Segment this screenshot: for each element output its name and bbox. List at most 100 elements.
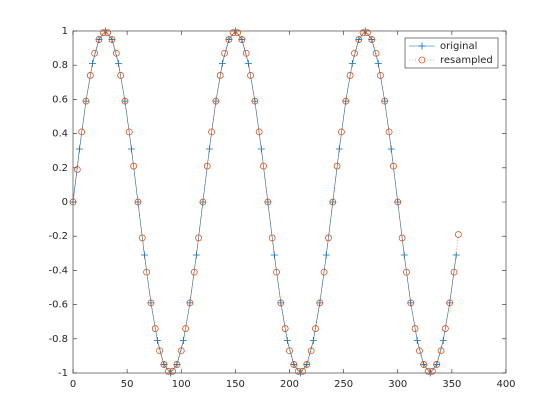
data-point <box>151 325 159 332</box>
x-tick-label: 400 <box>496 379 515 390</box>
data-point <box>221 49 228 57</box>
data-point <box>134 198 142 206</box>
data-point <box>312 325 319 332</box>
data-point <box>398 234 406 242</box>
data-point <box>173 361 181 368</box>
x-tick-label: 0 <box>70 379 76 390</box>
data-point <box>437 347 445 355</box>
y-tick-label: -0.4 <box>48 265 68 276</box>
x-tick-label: 50 <box>121 379 134 390</box>
data-point <box>333 162 341 170</box>
data-point <box>307 347 315 355</box>
data-point <box>364 29 371 37</box>
x-tick-label: 300 <box>388 379 407 390</box>
data-point <box>403 268 410 276</box>
data-point <box>186 299 194 307</box>
data-point <box>381 97 389 105</box>
data-point <box>433 361 441 368</box>
data-point <box>385 128 393 136</box>
data-point <box>342 97 350 105</box>
data-point <box>82 97 90 105</box>
y-tick-label: 0.4 <box>52 129 68 140</box>
y-tick-label: 1 <box>62 26 68 37</box>
plot-area <box>72 30 507 374</box>
data-point <box>208 128 215 136</box>
data-point <box>177 347 185 355</box>
data-point <box>182 325 189 332</box>
data-point <box>99 29 107 37</box>
data-point <box>82 97 90 105</box>
legend-label: original <box>440 41 477 52</box>
data-point <box>268 234 276 242</box>
legend-marker <box>418 42 426 50</box>
data-point <box>368 36 376 44</box>
data-point <box>294 367 302 375</box>
data-point <box>428 367 436 375</box>
data-point <box>216 72 224 79</box>
data-point <box>320 268 328 276</box>
y-tick-label: -0.2 <box>48 231 68 242</box>
data-point <box>147 299 155 307</box>
data-point <box>342 97 350 105</box>
data-point <box>390 162 397 170</box>
data-point <box>411 325 419 332</box>
data-point <box>450 268 458 276</box>
data-point <box>229 29 237 37</box>
data-point <box>125 128 133 136</box>
data-point <box>156 347 164 355</box>
data-point <box>203 162 211 170</box>
x-tick-label: 150 <box>226 379 245 390</box>
data-point <box>446 299 454 307</box>
y-tick-label: -1 <box>58 368 68 379</box>
x-tick-label: 200 <box>280 379 299 390</box>
data-point <box>138 234 146 242</box>
x-tick-label: 350 <box>442 379 461 390</box>
data-point <box>173 360 181 368</box>
data-point <box>303 361 311 368</box>
data-point <box>234 29 241 37</box>
data-point <box>454 231 462 238</box>
data-point <box>260 162 267 170</box>
data-point <box>160 360 168 368</box>
data-point <box>190 268 198 276</box>
data-point <box>179 337 187 345</box>
data-point <box>441 325 449 332</box>
data-point <box>290 361 298 368</box>
data-point <box>242 49 250 57</box>
data-point <box>169 367 176 375</box>
data-point <box>420 361 428 368</box>
data-point <box>108 36 116 44</box>
data-point <box>303 360 311 368</box>
data-point <box>108 36 116 43</box>
y-tick-label: -0.8 <box>48 334 68 345</box>
y-tick-label: 0.8 <box>52 60 68 71</box>
data-point <box>134 198 142 206</box>
data-point <box>316 299 324 307</box>
data-point <box>121 97 129 105</box>
data-point <box>277 299 285 307</box>
data-point <box>95 36 103 43</box>
data-point <box>273 268 280 276</box>
data-point <box>147 299 155 307</box>
data-point <box>264 198 272 206</box>
y-tick-label: 0.6 <box>52 94 68 105</box>
data-point <box>415 347 423 355</box>
data-point <box>355 36 363 44</box>
data-point <box>130 162 138 170</box>
data-point <box>255 128 263 136</box>
data-point <box>78 128 86 136</box>
data-point <box>121 97 129 105</box>
data-point <box>424 367 432 375</box>
data-point <box>290 360 298 368</box>
data-point <box>329 198 337 206</box>
data-point <box>286 347 293 355</box>
data-point <box>104 29 112 37</box>
data-point <box>69 198 77 206</box>
data-point <box>73 166 81 173</box>
data-point <box>281 325 289 332</box>
x-tick-label: 250 <box>334 379 353 390</box>
data-point <box>355 36 363 43</box>
data-point <box>195 234 202 242</box>
data-point <box>247 72 254 79</box>
